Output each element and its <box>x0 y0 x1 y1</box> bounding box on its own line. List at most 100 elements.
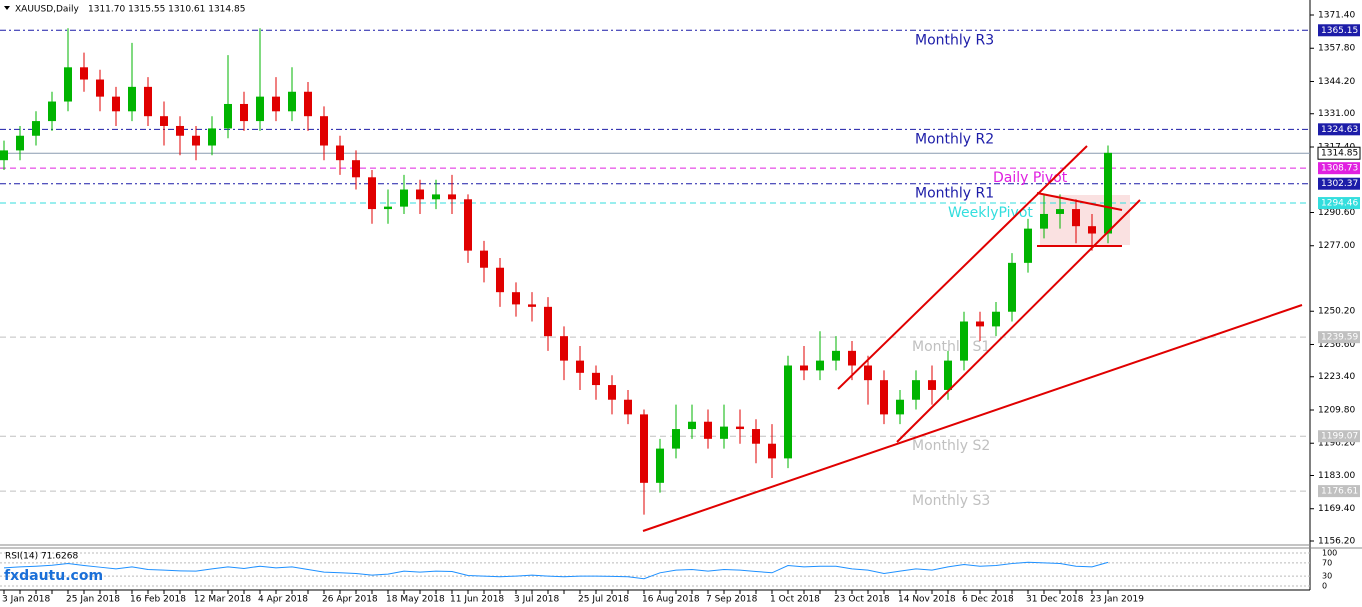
x-tick-label: 16 Aug 2018 <box>642 595 700 605</box>
level-price-label: 1199.07 <box>1321 432 1358 442</box>
candle-body <box>784 365 792 459</box>
candle-body <box>704 421 712 439</box>
candle-body <box>32 121 40 136</box>
candle-body <box>384 206 392 210</box>
candle-body <box>928 380 936 390</box>
level-price-label: 1308.73 <box>1321 164 1358 174</box>
level-name: Monthly S2 <box>912 438 990 454</box>
candle-body <box>144 86 152 117</box>
candle-body <box>240 103 248 122</box>
x-tick-label: 3 Jul 2018 <box>514 595 559 605</box>
candle-body <box>256 96 264 122</box>
y-tick-label: 1290.60 <box>1318 208 1355 218</box>
x-tick-label: 26 Apr 2018 <box>322 595 378 605</box>
candle-body <box>416 189 424 200</box>
candle-body <box>976 321 984 327</box>
trendlines <box>642 145 1303 532</box>
candle-body <box>432 194 440 200</box>
candle-body <box>864 365 872 381</box>
rsi-tick-label: 100 <box>1322 549 1337 558</box>
rsi-label: RSI(14) 71.6268 <box>5 552 78 562</box>
candle-body <box>208 128 216 146</box>
candle-body <box>368 177 376 210</box>
level-name: Monthly R1 <box>915 186 994 202</box>
candle-body <box>912 380 920 400</box>
y-tick-label: 1236.60 <box>1318 340 1355 350</box>
candle-body <box>48 101 56 122</box>
candle-body <box>656 448 664 483</box>
candle-body <box>576 360 584 373</box>
y-tick-label: 1344.20 <box>1318 77 1355 87</box>
candle-body <box>544 306 552 337</box>
candle-body <box>0 150 8 161</box>
level-price-box <box>1318 177 1360 190</box>
candle-body <box>16 135 24 151</box>
rsi-tick-label: 30 <box>1322 572 1332 581</box>
y-tick-label: 1209.80 <box>1318 405 1355 415</box>
candle-body <box>560 336 568 361</box>
candle-body <box>176 125 184 136</box>
y-tick-label: 1183.00 <box>1318 471 1355 481</box>
level-price-box <box>1318 162 1360 175</box>
last-price-label: 1314.85 <box>1321 149 1358 159</box>
level-name: Daily Pivot <box>993 170 1068 186</box>
candle-body <box>736 426 744 430</box>
candle-body <box>448 194 456 200</box>
candle-body <box>944 360 952 390</box>
candle-body <box>816 360 824 371</box>
x-tick-label: 7 Sep 2018 <box>706 595 758 605</box>
level-price-label: 1294.46 <box>1321 199 1358 209</box>
rsi-tick-label: 70 <box>1322 558 1332 567</box>
symbol-title: XAUUSD,Daily <box>15 5 79 15</box>
level-name: Monthly R3 <box>915 32 994 48</box>
plot-layer: 1371.401357.801344.201331.001317.401290.… <box>0 11 1361 605</box>
candle-body <box>304 91 312 117</box>
candle-body <box>400 189 408 207</box>
candle-body <box>1056 209 1064 214</box>
level-price-label: 1176.61 <box>1321 487 1358 497</box>
rsi-tick-label: 0 <box>1322 582 1327 591</box>
candle-body <box>800 365 808 371</box>
level-name: Monthly R2 <box>915 131 994 147</box>
candle-body <box>1088 226 1096 234</box>
candle-body <box>272 96 280 112</box>
level-name: Monthly S3 <box>912 493 990 509</box>
candle-body <box>992 311 1000 327</box>
last-price-box <box>1317 146 1361 160</box>
watermark: fxdautu.com <box>4 568 103 584</box>
level-price-box <box>1318 331 1360 344</box>
candle-body <box>496 267 504 293</box>
candle-body <box>224 103 232 129</box>
candle-body <box>768 443 776 459</box>
y-tick-label: 1250.20 <box>1318 307 1355 317</box>
level-price-box <box>1318 430 1360 443</box>
x-tick-label: 31 Dec 2018 <box>1026 595 1084 605</box>
candle-body <box>128 86 136 112</box>
candle-body <box>320 116 328 146</box>
level-price-box <box>1318 485 1360 498</box>
candle-body <box>512 292 520 305</box>
x-tick-label: 11 Jun 2018 <box>450 595 504 605</box>
level-name: WeeklyPivot <box>948 205 1033 221</box>
level-price-box <box>1318 123 1360 136</box>
candle-body <box>880 380 888 415</box>
candle-body <box>160 116 168 126</box>
candle-body <box>848 350 856 366</box>
candle-body <box>464 199 472 251</box>
candle-body <box>1008 262 1016 312</box>
candle-body <box>1104 152 1112 234</box>
trendline <box>896 199 1141 443</box>
x-tick-label: 23 Jan 2019 <box>1090 595 1144 605</box>
candle-body <box>592 372 600 386</box>
trendline <box>1036 192 1123 211</box>
x-tick-label: 25 Jan 2018 <box>66 595 120 605</box>
x-tick-label: 14 Nov 2018 <box>898 595 956 605</box>
candle-body <box>1040 213 1048 229</box>
candle-body <box>608 385 616 400</box>
menu-arrow[interactable] <box>4 6 10 10</box>
y-tick-label: 1196.20 <box>1318 439 1355 449</box>
level-price-box <box>1318 24 1360 37</box>
x-tick-label: 4 Apr 2018 <box>258 595 308 605</box>
x-tick-label: 1 Oct 2018 <box>770 595 820 605</box>
